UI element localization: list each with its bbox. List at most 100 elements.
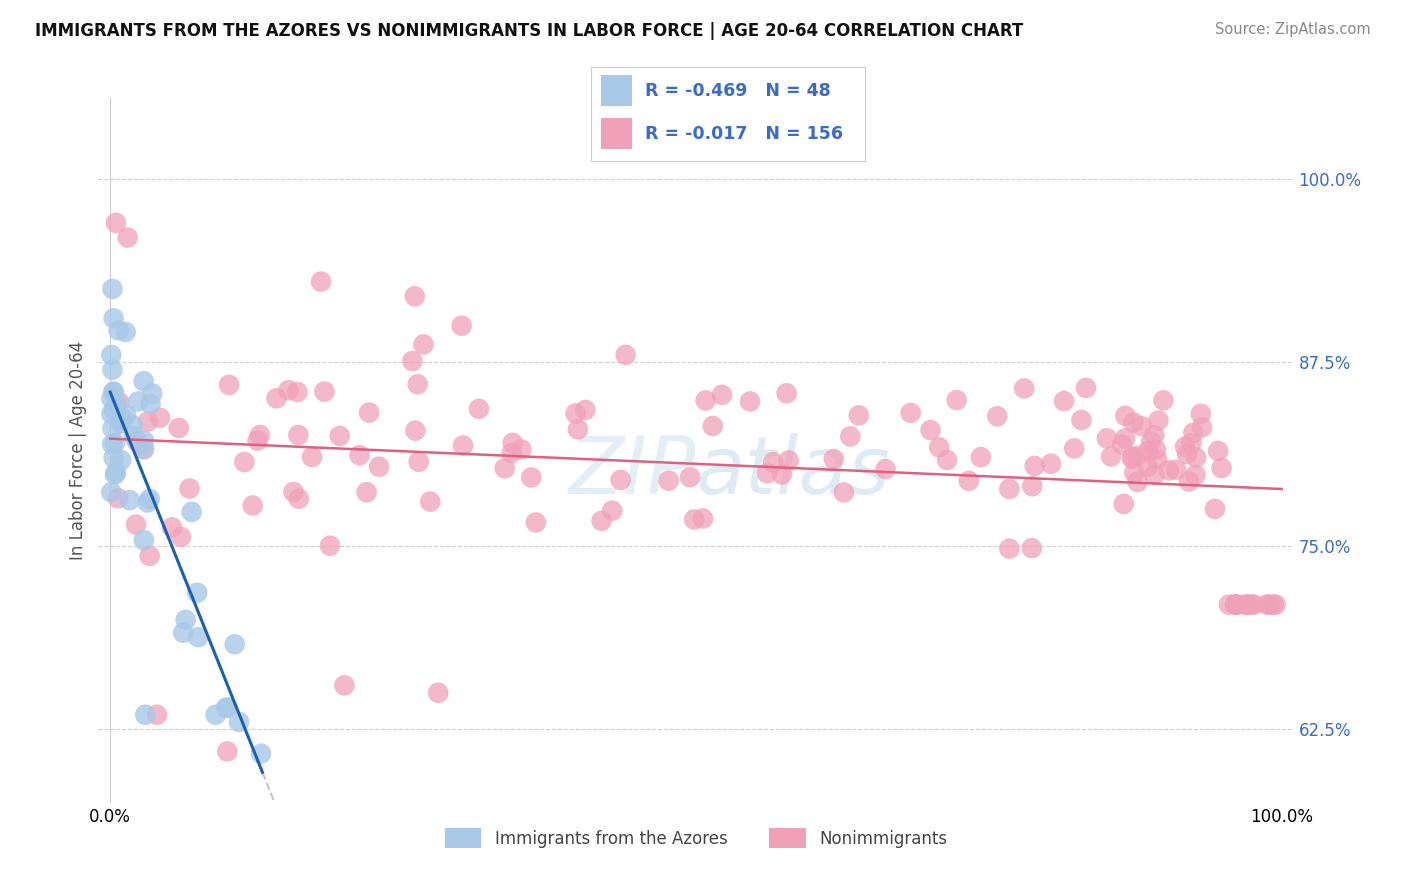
Point xyxy=(1263,598,1285,612)
Point xyxy=(117,230,139,244)
Point xyxy=(957,474,980,488)
Point xyxy=(187,630,209,644)
Point xyxy=(1140,434,1163,449)
Point xyxy=(104,467,127,482)
Point xyxy=(1264,598,1286,612)
Bar xyxy=(602,119,631,149)
Point xyxy=(419,494,441,508)
Point xyxy=(167,421,190,435)
Point xyxy=(510,442,533,457)
Point xyxy=(1144,442,1167,457)
Point xyxy=(100,392,122,406)
Point xyxy=(839,429,862,443)
Point xyxy=(1112,497,1135,511)
Point xyxy=(1157,463,1180,477)
Bar xyxy=(602,75,631,106)
Point xyxy=(266,392,288,406)
Point xyxy=(1185,450,1208,465)
Point xyxy=(1174,440,1197,454)
Point xyxy=(1147,413,1170,427)
Point xyxy=(277,384,299,398)
Point xyxy=(1114,431,1136,445)
Point xyxy=(1166,463,1188,477)
Point xyxy=(928,441,950,455)
Text: atlas: atlas xyxy=(696,433,891,510)
Point xyxy=(778,453,800,467)
Y-axis label: In Labor Force | Age 20-64: In Labor Force | Age 20-64 xyxy=(69,341,87,560)
Point xyxy=(103,384,125,399)
Point xyxy=(215,701,238,715)
Point xyxy=(368,459,391,474)
Point xyxy=(591,514,613,528)
Point xyxy=(287,384,309,399)
Text: R = -0.469   N = 48: R = -0.469 N = 48 xyxy=(645,82,831,100)
Point xyxy=(107,491,129,506)
Point xyxy=(217,700,239,714)
Point xyxy=(406,377,429,392)
Point xyxy=(1114,409,1136,423)
Point xyxy=(100,348,122,362)
Point xyxy=(101,362,124,376)
Point xyxy=(108,395,131,409)
Point xyxy=(900,406,922,420)
Point xyxy=(329,429,352,443)
Point xyxy=(136,495,159,509)
Point xyxy=(823,452,845,467)
Point xyxy=(100,407,122,421)
Point xyxy=(1237,598,1260,612)
Point xyxy=(105,216,128,230)
Point xyxy=(288,491,311,506)
Point xyxy=(114,325,136,339)
Point xyxy=(319,539,342,553)
Point xyxy=(108,411,131,425)
Point xyxy=(309,275,332,289)
Point xyxy=(600,504,623,518)
Point xyxy=(179,482,201,496)
Point xyxy=(998,482,1021,496)
Point xyxy=(356,485,378,500)
Point xyxy=(105,466,128,480)
Point xyxy=(172,625,194,640)
Point xyxy=(104,436,127,450)
Point xyxy=(149,410,172,425)
Point xyxy=(567,422,589,436)
Point xyxy=(111,413,134,427)
Point xyxy=(1070,413,1092,427)
Point xyxy=(848,409,870,423)
Point xyxy=(101,421,124,435)
Text: IMMIGRANTS FROM THE AZORES VS NONIMMIGRANTS IN LABOR FORCE | AGE 20-64 CORRELATI: IMMIGRANTS FROM THE AZORES VS NONIMMIGRA… xyxy=(35,22,1024,40)
Point xyxy=(100,485,122,500)
Point xyxy=(404,424,426,438)
Point xyxy=(122,418,145,433)
Text: ZIP: ZIP xyxy=(568,433,696,510)
Point xyxy=(1237,598,1260,612)
Text: R = -0.017   N = 156: R = -0.017 N = 156 xyxy=(645,125,844,143)
Point xyxy=(692,511,714,525)
Point xyxy=(1024,458,1046,473)
Point xyxy=(125,434,148,449)
Point xyxy=(401,354,423,368)
Point xyxy=(1123,466,1146,480)
Point xyxy=(103,402,125,417)
Point xyxy=(1040,457,1063,471)
Point xyxy=(998,541,1021,556)
Point xyxy=(132,374,155,388)
Point xyxy=(136,415,159,429)
Point xyxy=(132,442,155,456)
Point xyxy=(574,403,596,417)
Point xyxy=(1012,382,1035,396)
Point xyxy=(614,348,637,362)
Point xyxy=(283,485,305,500)
Point xyxy=(524,516,547,530)
Point xyxy=(1223,598,1246,612)
Point xyxy=(1206,443,1229,458)
Point xyxy=(139,397,162,411)
Point xyxy=(127,394,149,409)
Point xyxy=(1074,381,1097,395)
Point xyxy=(146,707,169,722)
Point xyxy=(110,417,132,431)
Point xyxy=(945,393,967,408)
Point xyxy=(112,411,135,425)
Point xyxy=(105,396,128,410)
Point xyxy=(333,678,356,692)
